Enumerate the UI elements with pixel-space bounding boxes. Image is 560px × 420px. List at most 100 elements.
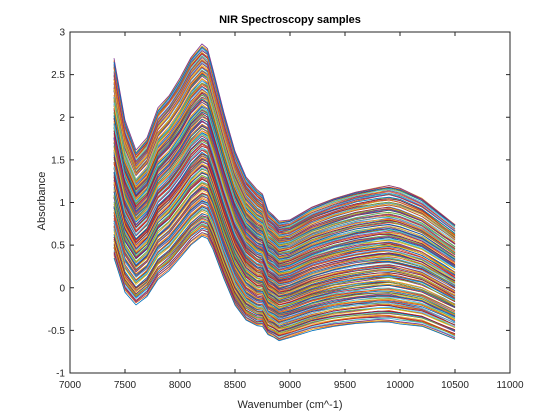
spectrum-line xyxy=(113,66,456,236)
spectrum-line xyxy=(113,82,456,248)
spectrum-line xyxy=(113,201,456,320)
y-tick-label: 1 xyxy=(59,198,65,209)
spectrum-line xyxy=(113,98,456,258)
y-tick-label: 0 xyxy=(59,283,65,294)
x-tick-label: 9500 xyxy=(334,380,357,391)
spectrum-line xyxy=(113,157,456,293)
spectrum-line xyxy=(113,127,456,275)
y-tick-label: 3 xyxy=(59,28,65,39)
spectrum-line xyxy=(113,174,456,303)
spectrum-line xyxy=(113,190,456,314)
y-tick-label: 2.5 xyxy=(51,70,65,81)
spectrum-line xyxy=(113,139,456,282)
spectrum-line xyxy=(113,155,456,291)
y-tick-label: 0.5 xyxy=(51,241,65,252)
spectrum-line xyxy=(113,229,456,337)
spectrum-line xyxy=(113,130,456,277)
spectrum-line xyxy=(113,147,456,286)
x-tick-label: 11000 xyxy=(496,380,524,391)
spectrum-line xyxy=(113,205,456,322)
spectrum-line xyxy=(113,234,456,341)
spectrum-line xyxy=(113,52,456,230)
spectrum-line xyxy=(113,215,456,328)
spectrum-line xyxy=(113,195,456,317)
x-tick-label: 8000 xyxy=(169,380,192,391)
x-tick-label: 10500 xyxy=(441,380,469,391)
spectrum-line xyxy=(113,90,456,253)
spectrum-line xyxy=(113,163,456,296)
spectrum-line xyxy=(113,200,456,319)
spectrum-line xyxy=(113,197,456,317)
spectrum-line xyxy=(113,46,456,227)
y-tick-label: -1 xyxy=(56,369,65,380)
spectrum-line xyxy=(113,48,456,229)
spectrum-line xyxy=(113,208,456,324)
spectrum-line xyxy=(113,165,456,299)
spectrum-line xyxy=(113,92,456,254)
spectrum-line xyxy=(113,151,456,289)
spectrum-line xyxy=(113,210,456,326)
spectrum-line xyxy=(113,198,456,318)
spectrum-line xyxy=(113,96,456,256)
spectrum-line xyxy=(113,116,456,267)
y-tick-label: -0.5 xyxy=(48,326,66,337)
spectrum-line xyxy=(113,206,456,323)
spectrum-line xyxy=(113,130,456,275)
spectrum-line xyxy=(113,172,456,301)
x-tick-label: 7000 xyxy=(59,380,82,391)
spectrum-line xyxy=(113,149,456,287)
x-axis-label: Wavenumber (cm^-1) xyxy=(238,399,343,411)
spectrum-line xyxy=(113,133,456,280)
spectrum-line xyxy=(113,107,456,262)
spectrum-line xyxy=(113,135,456,279)
spectrum-line xyxy=(113,144,456,284)
spectrum-line xyxy=(113,226,456,336)
spectrum-line xyxy=(113,219,456,330)
spectrum-line xyxy=(113,192,456,313)
y-tick-label: 2 xyxy=(59,113,65,124)
spectrum-line xyxy=(113,232,456,340)
spectrum-line xyxy=(113,57,456,232)
chart-title: NIR Spectroscopy samples xyxy=(219,14,361,26)
x-axis: 7000 7500 8000 8500 9000 9500 10000 10500 11000 xyxy=(59,32,524,391)
spectrum-line xyxy=(113,170,456,300)
spectrum-line xyxy=(113,235,456,342)
spectrum-line xyxy=(113,43,456,226)
x-tick-label: 8500 xyxy=(224,380,247,391)
spectrum-line xyxy=(113,71,456,240)
spectrum-line xyxy=(113,113,456,265)
spectrum-line xyxy=(113,102,456,261)
spectrum-line xyxy=(113,86,456,252)
spectrum-line xyxy=(113,178,456,308)
spectrum-line xyxy=(113,182,456,308)
spectrum-line xyxy=(113,50,456,230)
spectrum-line xyxy=(113,141,456,283)
spectrum-line xyxy=(113,75,456,245)
spectrum-line xyxy=(113,124,456,273)
spectrum-line xyxy=(113,94,456,255)
spectrum-line xyxy=(113,142,456,283)
spectrum-line xyxy=(113,118,456,268)
spectrum-line xyxy=(113,160,456,296)
spectrum-line xyxy=(113,223,456,334)
spectrum-line xyxy=(113,221,456,333)
y-axis-label: Absorbance xyxy=(36,172,48,231)
x-tick-label: 7500 xyxy=(114,380,137,391)
spectra-lines xyxy=(113,43,456,342)
spectrum-line xyxy=(113,183,456,309)
spectrum-line xyxy=(113,200,456,318)
y-axis: -1 -0.5 0 0.5 1 1.5 2 2.5 3 xyxy=(48,28,510,380)
spectrum-line xyxy=(113,105,456,260)
spectrum-line xyxy=(113,207,456,325)
x-tick-label: 10000 xyxy=(386,380,414,391)
spectrum-line xyxy=(113,159,456,294)
spectrum-line xyxy=(113,55,456,231)
spectrum-line xyxy=(113,103,456,259)
spectrum-line xyxy=(113,186,456,310)
spectrum-line xyxy=(113,50,456,226)
y-tick-label: 1.5 xyxy=(51,155,65,166)
spectrum-line xyxy=(113,121,456,273)
spectrum-line xyxy=(113,176,456,304)
x-tick-label: 9000 xyxy=(279,380,302,391)
